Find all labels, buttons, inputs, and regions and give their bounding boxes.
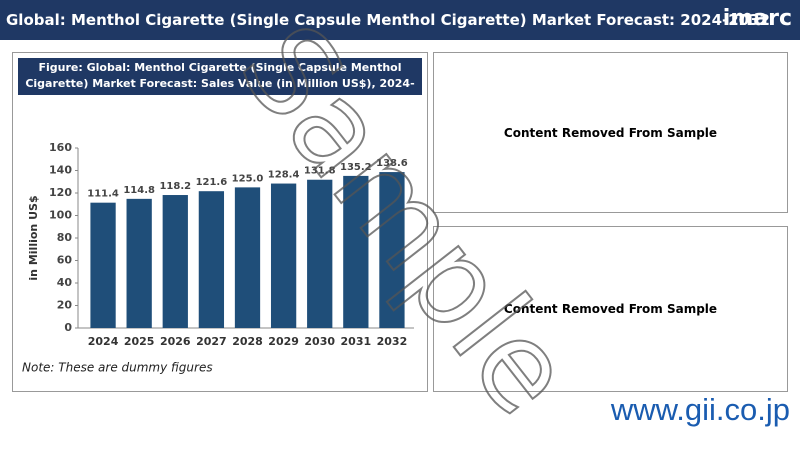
- value-label: 138.6: [376, 158, 408, 169]
- y-tick-label: 40: [57, 276, 73, 289]
- y-tick-label: 20: [57, 299, 73, 312]
- x-tick-label: 2029: [268, 335, 299, 348]
- y-tick-label: 0: [64, 321, 72, 334]
- x-tick-label: 2026: [160, 335, 191, 348]
- header-title: Global: Menthol Cigarette (Single Capsul…: [0, 0, 800, 40]
- note: Note: These are dummy figures: [22, 361, 213, 375]
- bar: [198, 191, 225, 328]
- y-tick-label: 120: [49, 186, 72, 199]
- y-tick-label: 100: [49, 209, 72, 222]
- value-label: 125.0: [232, 173, 264, 184]
- value-label: 135.2: [340, 162, 372, 173]
- bar: [307, 179, 333, 328]
- x-tick-label: 2025: [124, 335, 155, 348]
- chart-title: Figure: Global: Menthol Cigarette (Singl…: [18, 58, 422, 106]
- footer-url: www.gii.co.jp: [610, 392, 790, 427]
- x-tick-label: 2027: [196, 335, 227, 348]
- logo: imarc: [722, 6, 792, 31]
- bar: [379, 172, 405, 328]
- x-tick-label: 2024: [88, 335, 119, 348]
- chart-panel: [12, 52, 428, 392]
- value-label: 131.8: [304, 166, 336, 177]
- bar: [162, 195, 188, 328]
- y-tick-label: 80: [57, 231, 73, 244]
- y-tick-label: 60: [57, 254, 73, 267]
- x-tick-label: 2032: [377, 335, 408, 348]
- y-tick-label: 140: [49, 164, 72, 177]
- removed-panel: Content Removed From Sample: [433, 52, 788, 213]
- value-label: 118.2: [159, 181, 191, 192]
- chart: in Million US$ Note: These are dummy fig…: [22, 141, 414, 375]
- removed-panel: Content Removed From Sample: [433, 226, 788, 392]
- value-label: 128.4: [268, 170, 300, 181]
- x-tick-label: 2030: [304, 335, 335, 348]
- bar: [90, 202, 116, 328]
- bar: [234, 187, 261, 328]
- y-axis-label: in Million US$: [27, 195, 40, 280]
- bar: [270, 183, 297, 328]
- y-tick-label: 160: [49, 141, 72, 154]
- value-label: 114.8: [123, 185, 155, 196]
- value-label: 111.4: [87, 189, 119, 200]
- x-tick-label: 2028: [232, 335, 263, 348]
- bar: [343, 175, 369, 328]
- x-tick-label: 2031: [341, 335, 372, 348]
- value-label: 121.6: [196, 177, 228, 188]
- bar: [126, 198, 152, 328]
